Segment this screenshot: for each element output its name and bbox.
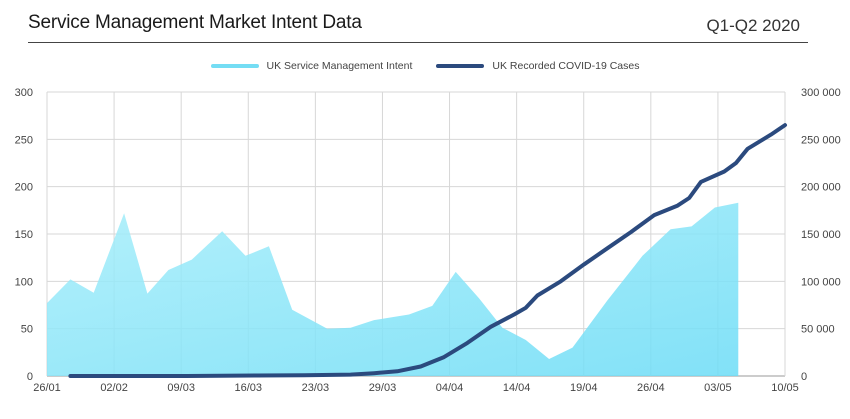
x-tick-label: 14/04 [503, 382, 531, 394]
legend-swatch-intent [210, 64, 259, 68]
series-line-covid [68, 123, 787, 378]
y-right-tick-label: 250 000 [801, 134, 841, 146]
y-right-tick-label: 0 [801, 371, 807, 383]
axis-layer: 0 0 50 50 000 100 100 000 150 150 000 200 200 000… [15, 87, 841, 394]
period-label: Q1-Q2 2020 [706, 16, 800, 35]
x-tick-label: 10/05 [771, 382, 799, 394]
x-tick-label: 19/04 [570, 382, 598, 394]
y-left-tick-label: 250 [15, 134, 33, 146]
y-right-tick-label: 150 000 [801, 229, 841, 241]
x-tick-label: 03/05 [704, 382, 732, 394]
x-tick-label: 29/03 [369, 382, 397, 394]
legend-swatch-covid [436, 64, 485, 68]
y-left-tick-label: 50 [21, 324, 33, 336]
legend-item-intent: UK Service Management Intent [210, 60, 413, 72]
x-tick-label: 26/01 [33, 382, 61, 394]
legend-label-intent: UK Service Management Intent [266, 60, 413, 72]
y-left-tick-label: 150 [15, 229, 33, 241]
y-right-tick-label: 50 000 [801, 324, 835, 336]
chart-title: Service Management Market Intent Data [28, 12, 362, 33]
y-left-tick-label: 200 [15, 182, 33, 194]
series-area-intent [47, 202, 739, 376]
x-tick-label: 23/03 [302, 382, 330, 394]
x-tick-label: 02/02 [100, 382, 128, 394]
x-tick-label: 16/03 [235, 382, 263, 394]
legend-item-covid: UK Recorded COVID-19 Cases [436, 60, 639, 72]
y-left-tick-label: 300 [15, 87, 33, 99]
x-tick-label: 09/03 [167, 382, 195, 394]
chart-legend: UK Service Management Intent UK Recorded… [0, 60, 850, 72]
area-layer [47, 202, 739, 376]
y-left-tick-label: 0 [27, 371, 33, 383]
x-tick-label: 04/04 [436, 382, 464, 394]
title-divider [28, 42, 808, 43]
line-layer [68, 123, 787, 378]
legend-label-covid: UK Recorded COVID-19 Cases [492, 60, 640, 72]
y-right-tick-label: 200 000 [801, 182, 841, 194]
y-right-tick-label: 300 000 [801, 87, 841, 99]
y-left-tick-label: 100 [15, 276, 33, 288]
x-tick-label: 26/04 [637, 382, 665, 394]
y-right-tick-label: 100 000 [801, 276, 841, 288]
